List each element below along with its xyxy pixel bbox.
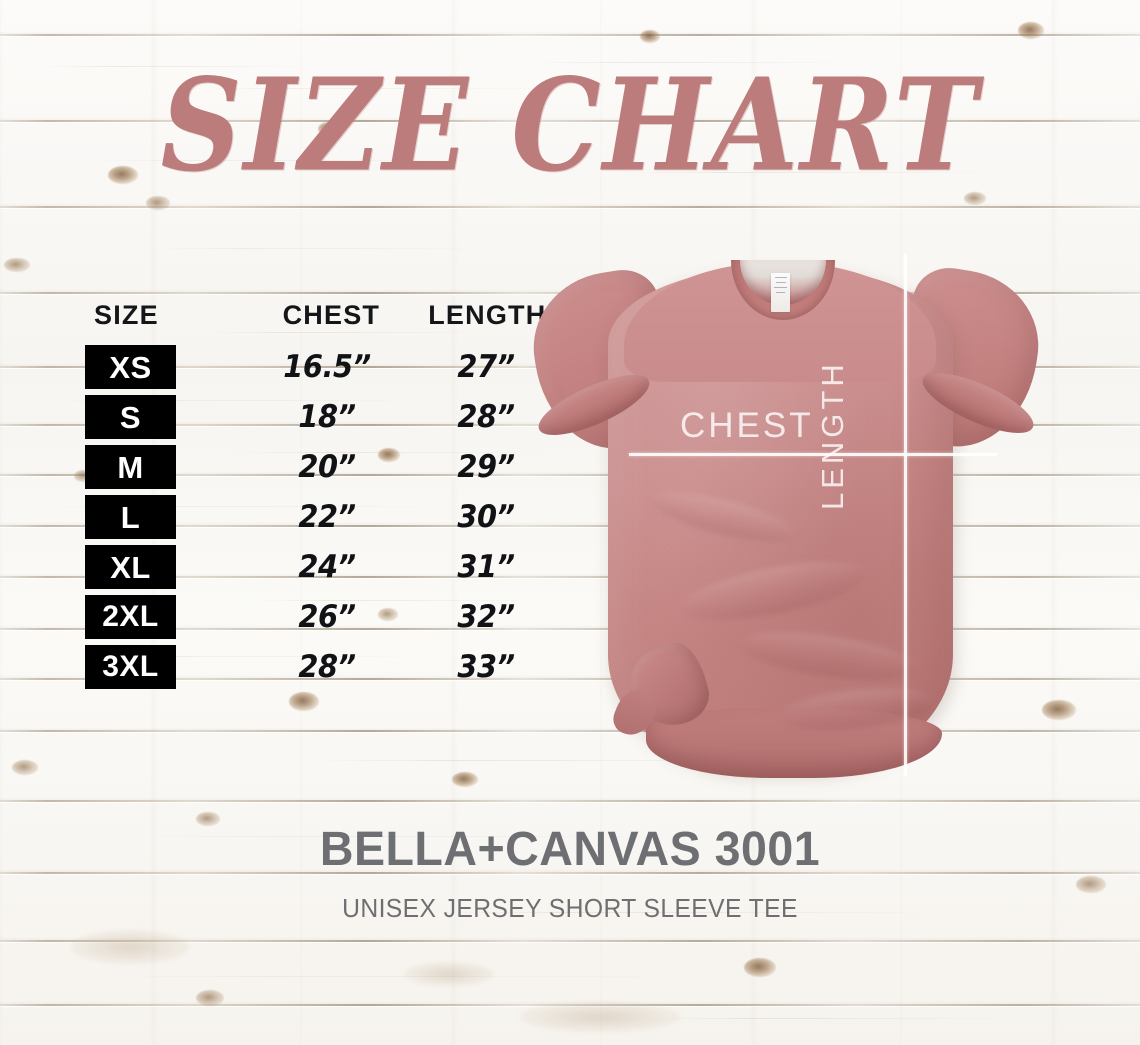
size-badge: 3XL <box>85 645 176 689</box>
wood-smudge <box>70 930 190 964</box>
length-measure-line <box>904 254 907 776</box>
column-header-chest: CHEST <box>282 300 381 330</box>
length-measure-label: LENGTH <box>815 360 850 510</box>
table-header-row: SIZE CHEST LENGTH <box>85 300 555 342</box>
table-row: M 20” 29” <box>85 442 555 492</box>
length-value: 30” <box>457 499 515 535</box>
wood-grain <box>140 248 520 249</box>
length-value: 32” <box>457 599 515 635</box>
product-subtitle: UNISEX JERSEY SHORT SLEEVE TEE <box>342 893 798 923</box>
plank-seam <box>0 120 1140 122</box>
plank-seam <box>0 678 1140 680</box>
wood-smudge <box>520 1002 680 1032</box>
wood-grain <box>60 656 460 657</box>
tshirt-photo: CHEST LENGTH <box>523 238 1049 798</box>
wood-knot <box>289 692 319 711</box>
wood-knot <box>196 812 220 826</box>
size-badge: S <box>85 395 176 439</box>
wood-knot <box>378 608 398 621</box>
wood-grain <box>300 760 820 761</box>
chest-value: 28” <box>298 649 356 685</box>
wood-grain <box>120 836 720 837</box>
plank-seam <box>0 1004 1140 1006</box>
table-row: 2XL 26” 32” <box>85 592 555 642</box>
wood-knot <box>12 760 38 775</box>
chest-value: 16.5” <box>283 349 371 385</box>
length-value: 33” <box>457 649 515 685</box>
plank-seam <box>0 206 1140 208</box>
table-row: 3XL 28” 33” <box>85 642 555 692</box>
wood-knot <box>964 192 986 205</box>
wood-grain <box>180 88 600 89</box>
chest-value: 24” <box>298 549 356 585</box>
wood-knot <box>196 990 224 1006</box>
plank-seam <box>0 628 1140 630</box>
chest-value: 22” <box>298 499 356 535</box>
wood-knot <box>640 30 660 43</box>
table-row: XS 16.5” 27” <box>85 342 555 392</box>
plank-seam <box>0 525 1140 527</box>
wood-grain <box>60 160 560 161</box>
size-badge: M <box>85 445 176 489</box>
tshirt-illustration: CHEST LENGTH <box>523 238 1049 798</box>
wood-grain <box>250 600 550 601</box>
column-header-length: LENGTH <box>428 300 547 330</box>
length-value: 31” <box>457 549 515 585</box>
wood-knot <box>1042 700 1076 720</box>
wood-grain <box>520 62 880 63</box>
plank-seam <box>0 940 1140 942</box>
size-badge: XS <box>85 345 176 389</box>
wood-knot <box>452 772 478 787</box>
table-row: XL 24” 31” <box>85 542 555 592</box>
plank-seam <box>0 872 1140 874</box>
wood-knot <box>108 166 138 184</box>
wood-knot <box>744 958 776 977</box>
wood-knot <box>1018 22 1044 39</box>
wood-grain <box>80 976 780 977</box>
plank-seam <box>0 576 1140 578</box>
wood-knot <box>146 196 170 210</box>
plank-seam <box>0 474 1140 476</box>
wood-grain <box>610 172 1030 173</box>
chest-measure-label: CHEST <box>680 406 814 445</box>
size-table: SIZE CHEST LENGTH XS 16.5” 27” S 18” 28”… <box>85 300 555 692</box>
size-badge: L <box>85 495 176 539</box>
chest-measure-line <box>629 453 997 456</box>
plank-seam <box>0 730 1140 732</box>
length-value: 27” <box>457 349 515 385</box>
wood-grain <box>30 506 490 507</box>
size-badge: XL <box>85 545 176 589</box>
plank-seam <box>0 800 1140 802</box>
column-header-size: SIZE <box>94 300 159 330</box>
chest-value: 20” <box>298 449 356 485</box>
wood-grain <box>640 1018 1040 1019</box>
wood-grain <box>420 912 980 913</box>
wood-knot <box>1076 876 1106 893</box>
wood-grain <box>30 66 330 67</box>
wood-smudge <box>404 962 494 986</box>
length-value: 28” <box>457 399 515 435</box>
chest-value: 18” <box>298 399 356 435</box>
length-value: 29” <box>457 449 515 485</box>
chest-value: 26” <box>298 599 356 635</box>
table-row: L 22” 30” <box>85 492 555 542</box>
wood-knot <box>318 122 340 136</box>
wood-grain <box>200 332 500 333</box>
size-badge: 2XL <box>85 595 176 639</box>
tshirt-hem <box>646 708 942 778</box>
brand-name: BELLA+CANVAS 3001 <box>319 823 821 876</box>
wood-knot <box>4 258 30 272</box>
plank-seam <box>0 34 1140 36</box>
table-row: S 18” 28” <box>85 392 555 442</box>
wood-knot <box>378 448 400 462</box>
wood-grain <box>40 400 460 401</box>
page-title: SIZE CHART <box>160 51 980 201</box>
brand-tag <box>771 273 790 312</box>
